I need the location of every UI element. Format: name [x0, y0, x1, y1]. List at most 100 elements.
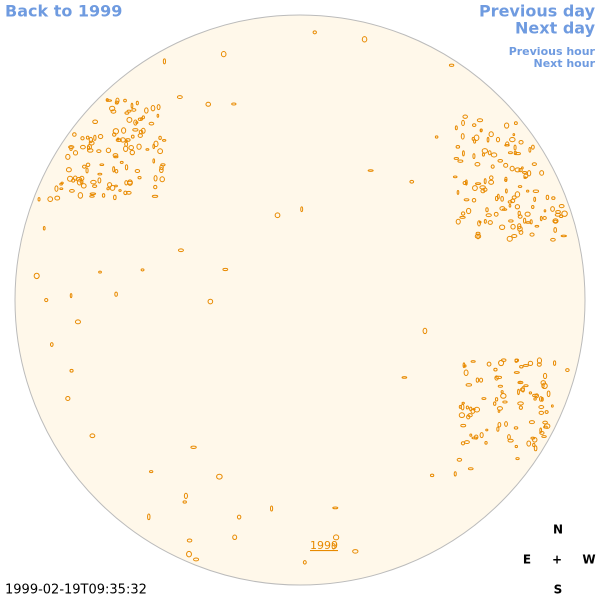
- contour: [182, 500, 187, 504]
- contour: [367, 169, 374, 172]
- contour: [119, 160, 124, 164]
- contour: [494, 397, 499, 402]
- contour: [453, 157, 460, 160]
- contour: [193, 557, 200, 562]
- contour: [528, 391, 533, 395]
- contour: [550, 237, 556, 242]
- contour: [160, 163, 166, 167]
- contour: [115, 97, 120, 104]
- contour: [332, 506, 339, 510]
- contour: [465, 383, 473, 387]
- contour: [558, 203, 565, 209]
- contour: [125, 139, 128, 143]
- contour: [125, 190, 132, 195]
- contour: [131, 108, 137, 112]
- contour: [107, 182, 113, 188]
- contour: [409, 179, 415, 184]
- contour: [331, 543, 336, 550]
- contour: [509, 165, 515, 172]
- contour: [205, 101, 212, 107]
- contour: [105, 98, 109, 102]
- contour: [186, 538, 193, 543]
- contour: [545, 194, 550, 200]
- next-day-link[interactable]: Next day: [515, 19, 596, 38]
- contour: [140, 268, 145, 272]
- contour: [514, 444, 518, 449]
- contour: [148, 470, 154, 474]
- contour: [517, 401, 524, 406]
- contours: [33, 30, 570, 565]
- contour: [156, 113, 160, 118]
- contour: [565, 368, 570, 373]
- contour: [497, 384, 504, 388]
- contour: [47, 196, 54, 203]
- contour: [274, 212, 281, 219]
- contour: [220, 51, 227, 58]
- solar-disk: [14, 14, 586, 586]
- contour: [456, 190, 460, 195]
- contour: [85, 167, 89, 174]
- contour: [558, 214, 564, 219]
- contour: [464, 440, 470, 445]
- contour: [496, 426, 500, 432]
- contour: [97, 177, 102, 184]
- contour: [542, 216, 547, 220]
- contour: [123, 190, 128, 196]
- contour: [97, 133, 104, 140]
- contour: [534, 224, 540, 228]
- contour: [471, 123, 477, 128]
- back-link[interactable]: Back to 1999: [5, 2, 122, 21]
- contour: [462, 362, 466, 369]
- contour: [137, 175, 142, 180]
- contour: [510, 223, 516, 230]
- contour: [511, 233, 518, 239]
- contour: [464, 179, 468, 186]
- contour: [533, 445, 538, 452]
- next-hour-link[interactable]: Next hour: [534, 57, 596, 70]
- contour: [232, 534, 238, 541]
- contour: [526, 170, 532, 177]
- contour: [518, 405, 524, 410]
- contour: [489, 175, 494, 181]
- contour: [460, 423, 467, 428]
- contour: [69, 189, 75, 193]
- contour: [110, 109, 117, 114]
- contour: [486, 136, 490, 143]
- year-link[interactable]: 1999: [310, 539, 338, 552]
- contour: [236, 514, 242, 520]
- contour: [550, 206, 555, 212]
- contour: [216, 473, 223, 480]
- contour: [529, 232, 535, 237]
- contour: [460, 133, 465, 140]
- previous-hour-link[interactable]: Previous hour: [509, 45, 596, 58]
- contour: [115, 138, 122, 143]
- contour: [513, 121, 518, 126]
- contour: [472, 185, 478, 191]
- contour: [502, 400, 508, 404]
- contour: [510, 198, 516, 204]
- contour: [453, 471, 457, 477]
- contour: [560, 234, 567, 238]
- contour: [494, 375, 499, 381]
- contour: [505, 141, 510, 147]
- contour: [481, 148, 489, 154]
- contour: [455, 218, 461, 225]
- contour: [517, 214, 523, 219]
- contour: [474, 182, 482, 186]
- contour: [44, 298, 49, 303]
- contour: [65, 167, 72, 173]
- contour: [503, 122, 510, 129]
- contour: [37, 197, 41, 202]
- contour: [479, 377, 484, 383]
- contour: [546, 390, 551, 398]
- contour: [479, 128, 483, 133]
- contour: [523, 217, 527, 224]
- contour: [332, 534, 340, 541]
- contour: [113, 155, 119, 159]
- contour: [507, 151, 513, 155]
- previous-day-link[interactable]: Previous day: [479, 2, 596, 21]
- contour: [503, 162, 509, 168]
- contour: [514, 167, 521, 173]
- contour: [534, 393, 540, 399]
